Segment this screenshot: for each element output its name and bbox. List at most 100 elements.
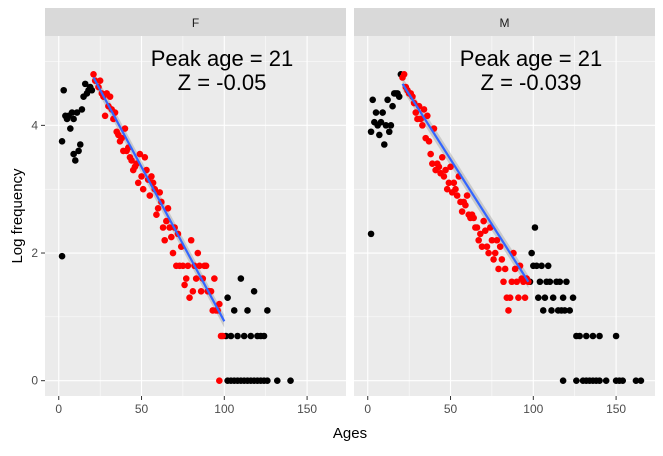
facet-panel-m: M Peak age = 21 Z = -0.039 0 50 100 150 [354, 8, 655, 416]
data-point [106, 93, 114, 100]
data-point [513, 278, 521, 286]
data-point [70, 150, 77, 158]
data-point [443, 185, 451, 193]
data-point [548, 307, 555, 314]
annotation-z-f: Z = -0.05 [178, 70, 267, 95]
data-point [128, 157, 135, 164]
data-point [181, 281, 188, 289]
data-point [508, 278, 516, 286]
data-point [202, 262, 210, 270]
data-point [429, 160, 436, 167]
data-point [224, 294, 231, 302]
data-point [531, 224, 539, 231]
data-point [501, 265, 509, 273]
data-point [528, 249, 535, 257]
data-point [498, 256, 506, 263]
x-tick-label: 0 [55, 402, 62, 416]
data-point [169, 249, 177, 257]
data-point [58, 138, 66, 145]
data-point [382, 122, 390, 129]
data-point [264, 377, 271, 384]
annotation-z-m: Z = -0.039 [481, 70, 582, 95]
data-point [612, 332, 620, 340]
data-point [493, 236, 501, 244]
data-point [602, 377, 610, 384]
x-tick-label: 150 [297, 402, 317, 416]
data-point [488, 236, 496, 244]
data-point [367, 128, 375, 136]
data-point [505, 307, 512, 314]
data-point [197, 288, 205, 295]
data-point [566, 307, 574, 314]
facet-label-f: F [192, 16, 199, 30]
y-tick-label: 4 [31, 118, 38, 132]
data-point [153, 211, 160, 219]
x-axis-ticks-f: 0 50 100 150 [55, 396, 317, 416]
data-point [619, 377, 627, 384]
data-point [154, 205, 162, 212]
data-point [563, 278, 570, 286]
data-point [376, 131, 383, 139]
data-point [450, 179, 458, 187]
data-point [473, 224, 481, 231]
data-point [88, 86, 96, 94]
data-point [168, 233, 175, 241]
data-point [369, 96, 377, 104]
data-point [481, 227, 489, 234]
data-point [463, 192, 471, 199]
data-point [420, 106, 428, 113]
data-point [70, 115, 77, 123]
facet-label-m: M [500, 16, 510, 30]
data-point [445, 179, 453, 187]
x-tick-label: 0 [364, 402, 371, 416]
fit-line-f [92, 76, 226, 322]
data-point [166, 224, 173, 231]
data-point [541, 294, 549, 302]
data-point [367, 230, 375, 238]
fit-line-m [401, 83, 530, 283]
annotation-peak-age-m: Peak age = 21 [460, 46, 603, 71]
data-point [496, 243, 504, 250]
facet-panel-f: F Peak age = 21 Z = -0.05 0 50 100 150 0 2 4 [31, 8, 346, 416]
data-point [250, 288, 258, 295]
data-point [179, 262, 187, 270]
data-point [389, 102, 396, 110]
data-point [134, 179, 142, 187]
data-point [148, 173, 155, 180]
data-point [58, 252, 66, 260]
data-point [478, 243, 486, 250]
data-point [71, 157, 79, 164]
y-axis-title: Log frequency [9, 168, 26, 264]
data-point [211, 275, 218, 282]
data-point [189, 288, 197, 295]
data-point [582, 332, 590, 340]
data-point [544, 262, 552, 270]
x-tick-label: 50 [135, 402, 149, 416]
data-point [240, 332, 248, 340]
data-point [596, 377, 603, 384]
data-point [477, 230, 484, 238]
data-point [186, 294, 193, 302]
data-point [452, 185, 459, 193]
pre-peak-points-f [58, 80, 294, 384]
data-point [491, 249, 499, 257]
data-point [400, 70, 408, 78]
data-point [260, 332, 268, 340]
data-point [372, 109, 380, 116]
data-point [230, 307, 238, 314]
data-point [490, 256, 497, 263]
data-point [184, 262, 192, 270]
data-point [483, 243, 491, 250]
data-point [480, 217, 487, 225]
data-point [419, 122, 426, 129]
data-point [138, 173, 145, 180]
data-point [73, 109, 81, 116]
data-point [139, 185, 147, 193]
data-point [387, 122, 395, 129]
data-point [495, 265, 502, 273]
data-point [379, 109, 386, 116]
data-point [227, 332, 235, 340]
pre-peak-points-m [367, 70, 645, 384]
data-point [163, 217, 170, 225]
data-point [533, 262, 540, 270]
